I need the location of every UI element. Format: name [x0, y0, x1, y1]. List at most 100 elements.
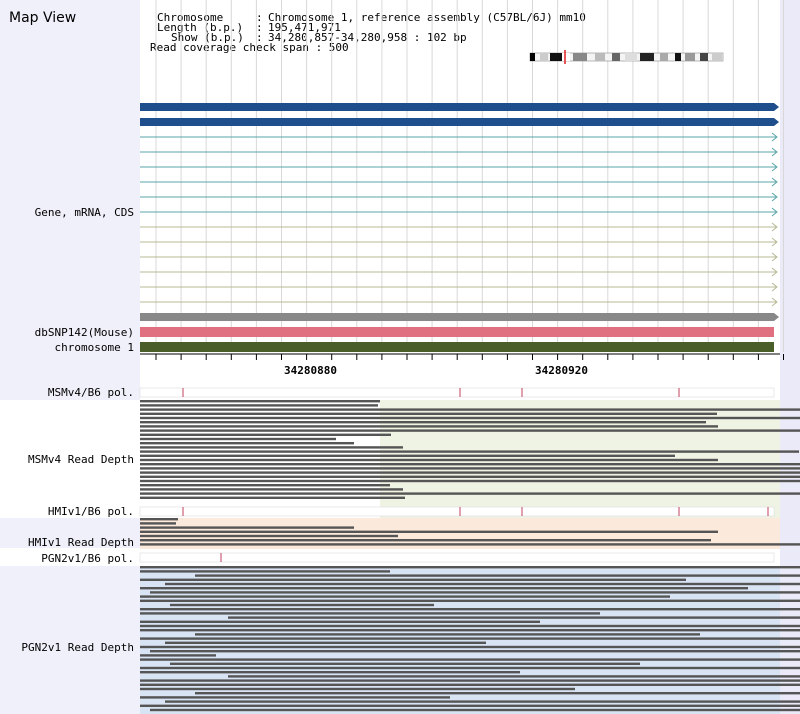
hmi-pol-label: HMIv1/B6 pol.	[47, 505, 134, 518]
ideogram-band	[685, 53, 695, 61]
pgn-read	[140, 671, 520, 674]
pgn-read	[140, 599, 800, 602]
msm-read	[140, 471, 800, 474]
gene-track-label: Gene, mRNA, CDS	[34, 206, 134, 219]
gene-bar	[140, 118, 774, 126]
mrna-line-arrow	[771, 237, 778, 247]
msm-read	[140, 450, 799, 453]
coverage-span: Read coverage check span : 500	[150, 41, 349, 54]
pgn-read	[140, 679, 800, 682]
pgn-read	[150, 650, 800, 653]
pgn-read	[150, 591, 800, 594]
msm-read	[140, 421, 706, 424]
pgn-pol-label: PGN2v1/B6 pol.	[41, 552, 134, 565]
length-value: 195,471,971	[268, 21, 341, 34]
right-margin-strip	[780, 0, 800, 714]
pgn-read	[170, 603, 434, 607]
pgn-read	[195, 633, 700, 636]
msm-read	[140, 488, 403, 491]
cds-bar-arrow	[774, 313, 779, 321]
dbsnp-track-label: dbSNP142(Mouse)	[34, 326, 134, 339]
pgn-depth-label: PGN2v1 Read Depth	[21, 641, 134, 654]
ideogram-band	[612, 53, 620, 61]
pgn-read	[140, 696, 450, 699]
pgn-read	[140, 637, 800, 640]
hmi-read	[140, 522, 176, 525]
gene-bar-arrow	[774, 103, 779, 111]
pgn-read	[140, 683, 800, 686]
msm-read	[140, 446, 403, 449]
mrna-line-arrow	[771, 147, 778, 157]
mrna-line-arrow	[771, 207, 778, 217]
pgn-read	[140, 612, 600, 615]
gene-bar	[140, 103, 774, 111]
mrna-line-arrow	[771, 162, 778, 172]
length-sep: :	[256, 21, 263, 34]
left-label-panel	[0, 0, 140, 714]
pgn-read	[140, 629, 800, 632]
hmi-pol-bar	[139, 506, 775, 517]
label-separator-band-2	[0, 548, 140, 566]
mrna-line-arrow	[771, 267, 778, 277]
chromosome-key: Chromosome	[157, 11, 224, 24]
msm-read	[140, 463, 800, 466]
pgn-read	[140, 666, 800, 670]
pgn-read	[228, 616, 800, 619]
msm-read	[140, 479, 800, 483]
msm-read	[140, 416, 800, 420]
pgn-read	[140, 620, 540, 623]
pgn-read	[140, 587, 748, 590]
hmi-read	[140, 534, 398, 538]
chromosome-value: Chromosome 1, reference assembly (C57BL/…	[268, 11, 586, 24]
msm-read	[140, 437, 336, 441]
ideogram-band	[712, 53, 722, 61]
msm-read	[140, 467, 800, 470]
ideogram-band	[550, 53, 562, 61]
ideogram-band	[700, 53, 708, 61]
chromosome-track-label: chromosome 1	[54, 341, 134, 354]
mrna-line-arrow	[771, 282, 778, 292]
msm-read	[140, 475, 800, 478]
pgn-read	[140, 704, 800, 707]
chromosome-bar	[140, 342, 774, 352]
length-key: Length (b.p.)	[157, 21, 244, 34]
ideogram-band	[675, 53, 681, 61]
ruler-label-2: 34280920	[535, 364, 588, 377]
pgn-read	[140, 654, 216, 657]
msm-pol-label: MSMv4/B6 pol.	[47, 386, 134, 399]
msm-read	[140, 496, 405, 499]
msm-read	[140, 433, 391, 436]
show-key: Show (b.p.)	[171, 31, 244, 44]
mrna-line-arrow	[771, 222, 778, 232]
msm-read	[140, 400, 380, 403]
chromosome-sep: :	[256, 11, 263, 24]
pgn-read	[140, 570, 390, 573]
dbsnp-bar	[140, 327, 774, 337]
ruler-label-1: 34280880	[284, 364, 337, 377]
msm-read	[140, 404, 378, 407]
pgn-read	[170, 662, 640, 665]
pgn-read	[140, 624, 800, 628]
gene-bar-arrow	[774, 118, 779, 126]
pgn-read	[140, 645, 800, 649]
hmi-read	[140, 518, 178, 521]
map-view-title: Map View	[9, 10, 77, 26]
msm-read	[140, 454, 675, 457]
msm-read	[140, 408, 800, 411]
pgn-read	[165, 582, 800, 586]
msm-read	[140, 458, 718, 462]
pgn-pol-bar	[139, 552, 775, 563]
cds-bar	[140, 313, 774, 321]
msm-read	[140, 442, 354, 445]
pgn-read	[140, 687, 575, 691]
pgn-read	[165, 700, 800, 703]
hmi-read	[140, 530, 718, 533]
label-separator-band	[0, 400, 140, 518]
msm-read	[140, 429, 800, 432]
pgn-read	[140, 658, 800, 661]
mrna-line-arrow	[771, 252, 778, 262]
mrna-line-arrow	[771, 192, 778, 202]
ideogram-band	[640, 53, 654, 61]
mrna-line-arrow	[771, 297, 778, 307]
